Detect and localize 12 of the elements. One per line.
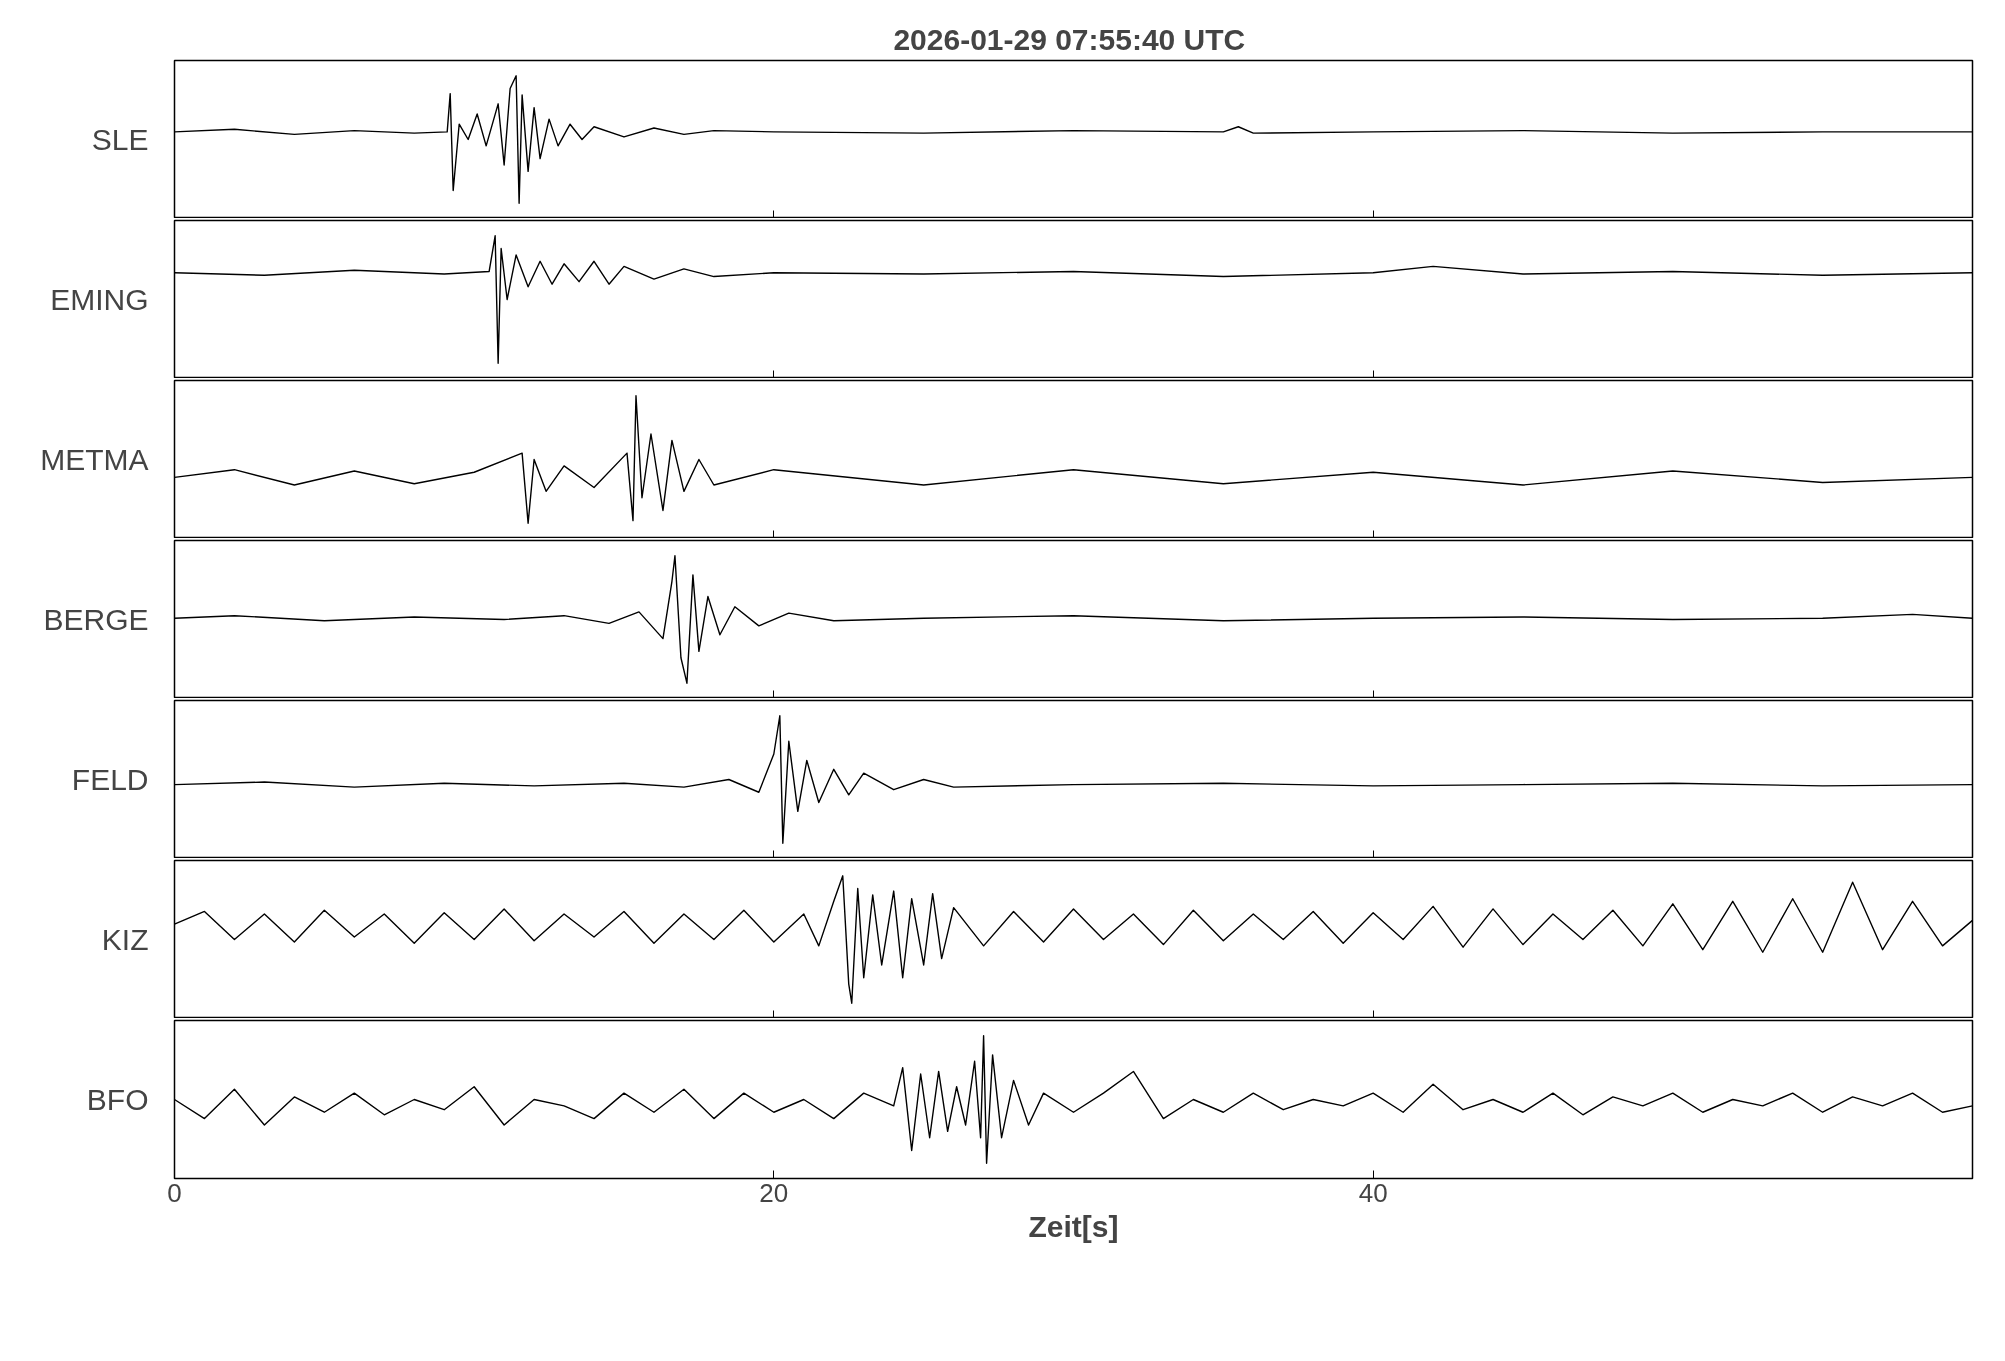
y-axis-title: FELD [71, 763, 149, 796]
x-tick-label: 0 [167, 1177, 182, 1208]
y-axis-title: METMA [40, 443, 149, 476]
chart-title: 2026-01-29 07:55:40 UTC [893, 22, 1246, 56]
y-axis-title: BFO [86, 1083, 149, 1116]
y-axis-title: SLE [91, 123, 149, 156]
x-tick-label: 20 [759, 1177, 789, 1208]
y-axis-title: BERGE [43, 603, 149, 636]
x-axis-title: Zeit[s] [1028, 1209, 1119, 1243]
y-axis-title: KIZ [101, 923, 149, 956]
y-axis-title: EMING [50, 283, 149, 316]
x-tick-label: 40 [1358, 1177, 1388, 1208]
